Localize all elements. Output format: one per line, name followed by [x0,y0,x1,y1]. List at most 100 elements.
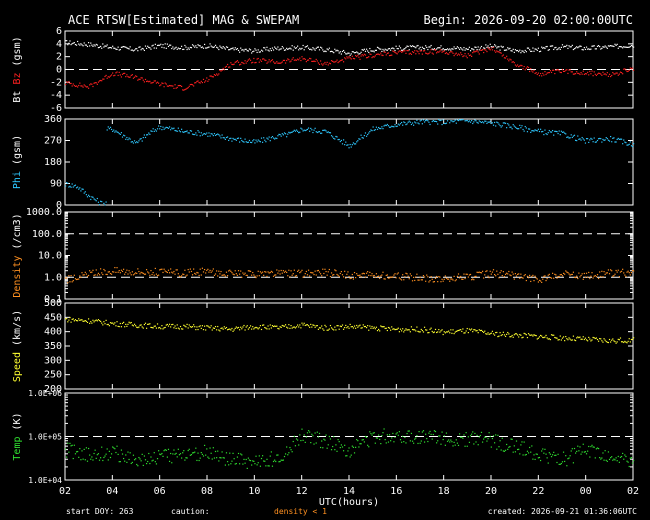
data-point [560,46,562,48]
data-point [115,48,117,50]
data-point [207,80,209,82]
data-point [449,51,451,54]
data-point [491,330,494,332]
data-point [440,443,442,445]
data-point [77,40,79,43]
data-point [585,73,588,75]
data-point [415,330,417,332]
data-point [532,274,534,276]
data-point [159,453,161,455]
data-point [480,45,483,48]
data-point [561,131,564,133]
data-point [475,330,477,332]
data-point [610,45,612,47]
data-point [381,326,383,328]
data-point [332,328,334,330]
data-point [181,328,183,330]
data-point [566,69,568,71]
data-point [253,50,255,52]
data-point [581,273,583,275]
data-point [291,451,293,453]
data-point [448,330,450,332]
data-point [368,446,370,448]
data-point [75,319,78,322]
data-point [376,329,379,332]
data-point [477,271,479,274]
data-point [120,269,123,271]
data-point [622,143,624,145]
data-point [431,120,433,123]
data-point [136,272,138,275]
data-point [541,75,543,77]
data-point [156,275,159,277]
data-point [184,44,186,47]
data-point [193,452,195,454]
data-point [385,442,387,444]
data-point [346,53,348,55]
data-point [183,89,185,91]
data-point [428,46,430,48]
data-point [583,272,585,275]
data-point [127,47,129,50]
y-tick-label: 200 [44,384,62,395]
data-point [478,49,480,51]
data-point [626,271,628,273]
data-point [271,465,274,467]
data-point [254,327,256,329]
data-point [564,460,566,463]
data-point [144,136,147,139]
data-point [222,67,224,70]
y-axis-label-part: (/cm3) [12,213,23,255]
data-point [543,74,545,76]
data-point [520,444,522,446]
data-point [515,127,518,129]
data-point [225,136,228,139]
data-point [584,73,587,75]
data-point [236,456,239,458]
data-point [624,46,626,48]
data-point [592,277,594,279]
y-tick-label: -4 [50,90,62,101]
data-point [431,278,433,280]
data-point [606,460,608,463]
data-point [255,49,257,51]
data-point [379,330,381,332]
data-point [539,280,542,282]
data-point [108,128,110,130]
data-point [82,458,84,460]
data-point [600,458,602,460]
data-point [554,130,556,132]
data-point [560,462,562,465]
data-point [306,324,309,326]
data-point [311,49,313,51]
data-point [219,330,221,332]
data-point [422,50,425,52]
data-point [195,329,197,331]
data-point [451,332,453,334]
data-point [69,185,71,187]
data-point [341,59,344,61]
data-point [230,463,232,465]
data-point [359,53,361,55]
data-point [627,340,629,342]
data-point [436,275,438,278]
data-point [520,64,522,66]
data-point [131,49,133,51]
data-point [253,274,255,276]
data-point [548,71,550,74]
data-point [531,445,533,447]
data-point [588,445,590,448]
data-point [543,336,545,339]
data-point [289,47,291,49]
data-point [608,273,611,275]
data-point [269,48,271,50]
data-point [268,328,270,330]
data-point [270,49,272,52]
data-point [268,59,270,61]
data-point [292,273,294,275]
data-point [353,143,356,145]
data-point [344,57,346,59]
data-point [529,334,531,336]
data-point [186,274,188,276]
data-point [224,66,226,68]
